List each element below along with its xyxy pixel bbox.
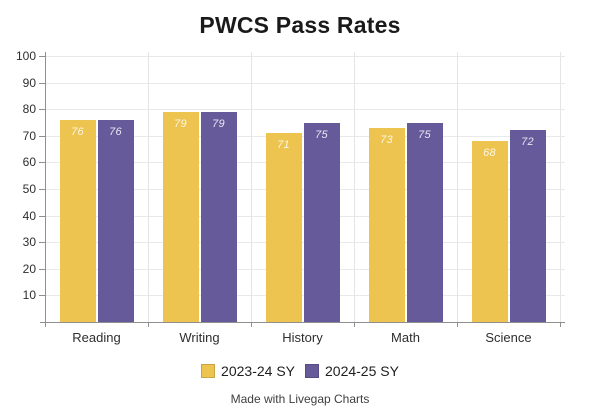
- y-axis-tick: [39, 242, 45, 244]
- y-axis-label: 10: [22, 288, 36, 303]
- bar-value-label: 76: [109, 125, 122, 138]
- legend-swatch-icon: [305, 364, 319, 378]
- bar-value-label: 72: [521, 136, 534, 149]
- y-axis-tick: [39, 295, 45, 297]
- legend-swatch-icon: [201, 364, 216, 378]
- y-axis-tick: [39, 189, 45, 190]
- x-axis-label: Science: [485, 330, 532, 345]
- y-gridline: [45, 82, 565, 84]
- y-axis-label: 100: [15, 49, 36, 63]
- bar-science-2024-25-sy: 72: [509, 130, 546, 322]
- bar-writing-2023-24-sy: 79: [162, 111, 199, 322]
- x-gridline: [148, 52, 149, 322]
- y-axis-label: 40: [22, 208, 36, 223]
- y-axis-label: 50: [22, 182, 36, 196]
- x-axis-label: Math: [391, 330, 420, 345]
- bar-value-label: 75: [418, 128, 431, 141]
- y-axis-label: 30: [22, 235, 36, 250]
- y-gridline: [45, 56, 565, 57]
- legend-label: 2023-24 SY: [221, 363, 295, 379]
- y-axis-label: 20: [22, 261, 36, 276]
- bar-math-2024-25-sy: 75: [406, 122, 443, 322]
- legend-label: 2024-25 SY: [325, 363, 399, 379]
- y-axis-tick: [39, 135, 45, 137]
- bar-value-label: 73: [380, 133, 393, 146]
- x-gridline: [251, 52, 252, 322]
- bar-math-2023-24-sy: 73: [368, 127, 405, 322]
- y-axis-tick: [39, 162, 45, 164]
- bar-reading-2024-25-sy: 76: [97, 119, 134, 322]
- y-axis-label: 60: [22, 155, 36, 170]
- y-gridline: [45, 109, 565, 111]
- bar-value-label: 79: [212, 117, 225, 130]
- bar-history-2023-24-sy: 71: [265, 133, 302, 322]
- x-gridline: [560, 52, 561, 322]
- y-axis-line: [45, 52, 46, 327]
- x-axis-label: Writing: [179, 330, 220, 345]
- legend-item: 2023-24 SY: [201, 363, 295, 379]
- x-axis-tick: [457, 322, 458, 327]
- bar-writing-2024-25-sy: 79: [200, 111, 237, 322]
- x-axis-label: History: [282, 330, 323, 345]
- bar-value-label: 76: [71, 125, 84, 138]
- x-axis-tick: [560, 322, 561, 327]
- x-axis-tick: [354, 322, 355, 327]
- chart-legend: 2023-24 SY 2024-25 SY: [0, 363, 600, 379]
- y-axis-label: 80: [22, 102, 36, 117]
- x-axis-tick: [45, 322, 46, 327]
- bar-reading-2023-24-sy: 76: [59, 119, 96, 322]
- x-axis-tick: [148, 322, 149, 327]
- y-axis-tick: [39, 82, 45, 84]
- x-gridline: [457, 52, 458, 322]
- bar-value-label: 79: [174, 117, 187, 130]
- bar-science-2023-24-sy: 68: [471, 141, 508, 322]
- y-axis-label: 70: [22, 128, 36, 143]
- bar-value-label: 68: [483, 147, 496, 160]
- y-axis-tick: [39, 109, 45, 111]
- x-axis-tick: [251, 322, 252, 327]
- chart-title: PWCS Pass Rates: [199, 12, 401, 38]
- legend-item: 2024-25 SY: [305, 363, 399, 379]
- attribution-text: Made with Livegap Charts: [230, 392, 370, 406]
- bar-value-label: 75: [315, 128, 328, 141]
- x-axis-line: [40, 322, 565, 323]
- y-axis-tick: [39, 268, 45, 270]
- x-axis-label: Reading: [72, 330, 121, 345]
- y-axis-tick: [39, 215, 45, 217]
- y-axis-tick: [39, 56, 45, 57]
- y-axis-label: 90: [22, 75, 36, 90]
- bar-value-label: 71: [277, 139, 290, 152]
- x-gridline: [354, 52, 355, 322]
- bar-history-2024-25-sy: 75: [303, 122, 340, 322]
